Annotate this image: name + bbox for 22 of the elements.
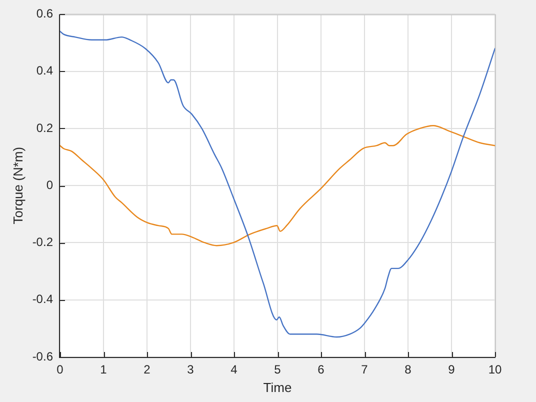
y-tick-label: 0.4 [36,64,54,78]
x-tick-label: 3 [187,362,194,377]
y-tick-label: -0.4 [32,292,54,306]
x-tick-label: 1 [100,362,108,377]
y-tick-label: -0.6 [32,349,54,364]
x-tick-label: 2 [144,362,151,377]
x-tick-label: 9 [448,362,456,377]
x-tick-label: 6 [318,362,325,377]
y-axis-title: Torque (N*m) [10,146,26,224]
x-tick-label: 10 [488,362,502,377]
x-tick-label: 7 [361,362,368,377]
y-tick-label: 0 [46,178,54,192]
line-series [60,30,495,338]
x-axis-title: Time [263,380,292,395]
y-tick-label: 0.6 [36,6,54,21]
x-tick-label: 8 [404,362,412,377]
x-tick-label: 0 [56,362,64,377]
y-tick-label: -0.2 [32,235,54,250]
x-tick-label: 4 [230,362,238,377]
y-tick-label: 0.2 [36,120,54,135]
x-tick-label: 5 [274,362,282,377]
line-series [60,125,495,246]
